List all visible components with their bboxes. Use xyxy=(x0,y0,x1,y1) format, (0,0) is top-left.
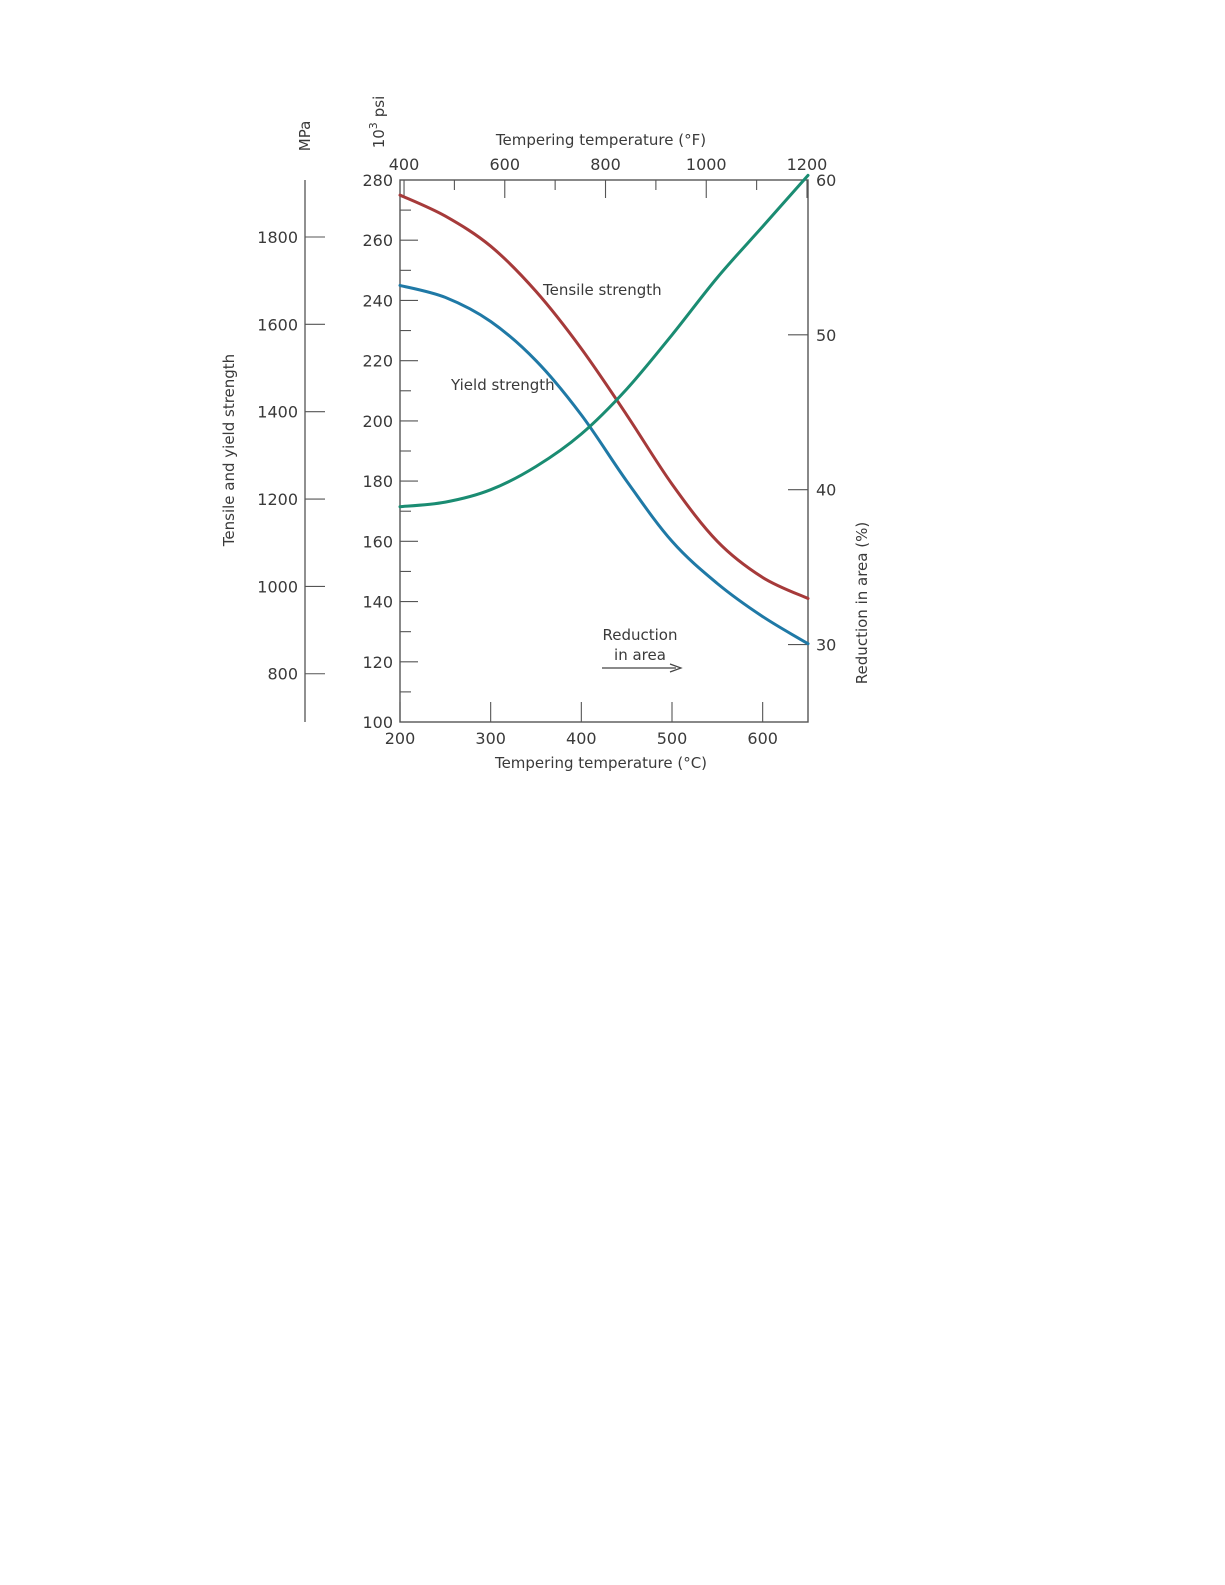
x-axis-bottom-title: Tempering temperature (°C) xyxy=(494,754,707,772)
reduction-label-line1: Reduction xyxy=(603,626,678,644)
x-bottom-tick-label: 500 xyxy=(657,729,688,748)
yield-strength-label: Yield strength xyxy=(450,376,555,394)
y-psi-tick-label: 180 xyxy=(362,472,393,491)
axis-ticks: 200 300 400 500 600 400 600 800 1000 1200 100 120 14… xyxy=(257,155,836,748)
x-bottom-tick-label: 200 xyxy=(385,729,416,748)
x-top-tick-label: 600 xyxy=(489,155,520,174)
x-top-tick-label: 400 xyxy=(389,155,420,174)
x-top-tick-label: 800 xyxy=(590,155,621,174)
psi-unit-rest: psi xyxy=(370,96,388,118)
y-psi-tick-label: 160 xyxy=(362,532,393,551)
y-mpa-tick-label: 1000 xyxy=(257,577,298,596)
x-top-tick-label: 1200 xyxy=(787,155,828,174)
x-axis-top-title: Tempering temperature (°F) xyxy=(495,131,706,149)
y-psi-tick-label: 240 xyxy=(362,291,393,310)
y-psi-tick-label: 260 xyxy=(362,231,393,250)
curves xyxy=(398,173,810,646)
y-mpa-tick-label: 1600 xyxy=(257,315,298,334)
reduction-in-area-curve xyxy=(398,173,810,509)
y-mpa-tick-label: 800 xyxy=(267,665,298,684)
psi-unit-base: 10 xyxy=(370,129,388,148)
tensile-strength-label: Tensile strength xyxy=(542,281,662,299)
y-right-tick-label: 30 xyxy=(816,636,836,655)
x-bottom-tick-label: 400 xyxy=(566,729,597,748)
x-bottom-tick-label: 300 xyxy=(475,729,506,748)
y-axis-mpa-title: Tensile and yield strength xyxy=(220,354,238,547)
y-right-tick-label: 60 xyxy=(816,171,836,190)
y-right-tick-label: 50 xyxy=(816,326,836,345)
tensile-strength-curve xyxy=(398,193,810,600)
reduction-label-line2: in area xyxy=(614,646,666,664)
y-psi-tick-label: 120 xyxy=(362,653,393,672)
y-mpa-tick-label: 1800 xyxy=(257,228,298,247)
psi-unit-exp: 3 xyxy=(367,122,380,129)
x-bottom-tick-label: 600 xyxy=(747,729,778,748)
y-psi-tick-label: 220 xyxy=(362,352,393,371)
reduction-arrow-head xyxy=(669,663,683,673)
y-axis-psi-unit: 103 psi xyxy=(367,96,388,149)
y-mpa-tick-label: 1200 xyxy=(257,490,298,509)
y-mpa-tick-label: 1400 xyxy=(257,403,298,422)
y-psi-tick-label: 280 xyxy=(362,171,393,190)
y-psi-tick-label: 100 xyxy=(362,713,393,732)
y-psi-tick-label: 200 xyxy=(362,412,393,431)
y-right-tick-label: 40 xyxy=(816,481,836,500)
y-axis-mpa-unit: MPa xyxy=(296,121,314,152)
y-axis-right-title: Reduction in area (%) xyxy=(853,522,871,684)
x-top-tick-label: 1000 xyxy=(686,155,727,174)
y-psi-tick-label: 140 xyxy=(362,593,393,612)
yield-strength-curve xyxy=(398,283,810,646)
